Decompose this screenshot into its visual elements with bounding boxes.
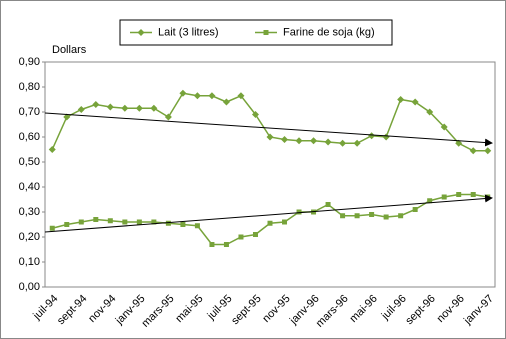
marker bbox=[107, 218, 113, 224]
marker bbox=[382, 133, 390, 141]
marker bbox=[354, 213, 360, 219]
trend-line bbox=[44, 194, 493, 233]
marker bbox=[383, 214, 389, 220]
marker bbox=[310, 137, 318, 145]
y-tick-label: 0,00 bbox=[19, 281, 40, 293]
marker bbox=[484, 147, 492, 155]
marker bbox=[93, 217, 99, 222]
marker bbox=[295, 137, 303, 145]
marker bbox=[470, 192, 476, 197]
legend-label: Lait (3 litres) bbox=[158, 26, 219, 38]
marker bbox=[194, 223, 200, 229]
marker bbox=[397, 96, 405, 103]
legend-label: Farine de soja (kg) bbox=[283, 26, 375, 38]
marker bbox=[340, 213, 346, 219]
y-tick-label: 0,90 bbox=[19, 56, 40, 68]
marker bbox=[135, 104, 143, 112]
y-axis-label: Dollars bbox=[52, 44, 87, 56]
trend-line bbox=[44, 112, 493, 147]
y-tick-label: 0,40 bbox=[19, 181, 40, 193]
marker bbox=[426, 108, 434, 116]
marker bbox=[122, 219, 128, 225]
y-tick-label: 0,50 bbox=[19, 156, 40, 168]
marker bbox=[412, 207, 418, 212]
marker bbox=[77, 106, 85, 113]
marker bbox=[223, 242, 229, 247]
y-tick-label: 0,60 bbox=[19, 131, 40, 143]
marker bbox=[368, 132, 376, 140]
marker bbox=[179, 89, 187, 97]
marker bbox=[266, 133, 274, 141]
plot-area bbox=[44, 61, 496, 288]
marker bbox=[165, 220, 171, 226]
y-tick-label: 0,80 bbox=[19, 81, 40, 93]
marker bbox=[106, 103, 114, 111]
y-tick-label: 0,20 bbox=[19, 231, 40, 243]
y-tick-label: 0,10 bbox=[19, 256, 40, 268]
marker bbox=[238, 234, 244, 240]
marker bbox=[222, 98, 230, 106]
marker bbox=[455, 139, 463, 147]
marker bbox=[237, 92, 245, 100]
marker bbox=[440, 123, 448, 131]
marker bbox=[353, 139, 361, 147]
marker bbox=[48, 146, 56, 153]
marker bbox=[251, 111, 259, 118]
marker bbox=[151, 219, 157, 225]
marker bbox=[282, 219, 288, 225]
marker bbox=[427, 198, 433, 204]
marker bbox=[150, 104, 158, 112]
marker bbox=[164, 113, 172, 121]
marker bbox=[324, 138, 332, 146]
marker bbox=[369, 212, 375, 217]
marker bbox=[267, 220, 273, 226]
marker bbox=[209, 242, 215, 247]
marker bbox=[325, 202, 331, 207]
marker bbox=[339, 139, 347, 147]
marker bbox=[208, 92, 216, 100]
marker bbox=[441, 194, 447, 200]
marker bbox=[456, 192, 462, 197]
marker bbox=[49, 225, 55, 231]
y-tick-label: 0,30 bbox=[19, 206, 40, 218]
marker bbox=[92, 101, 100, 108]
marker bbox=[121, 104, 129, 112]
marker bbox=[137, 29, 145, 36]
marker bbox=[263, 30, 269, 35]
marker bbox=[193, 92, 201, 100]
marker bbox=[252, 232, 258, 237]
marker bbox=[411, 98, 419, 106]
marker bbox=[281, 136, 289, 143]
marker bbox=[296, 209, 302, 215]
marker bbox=[398, 213, 404, 219]
marker bbox=[63, 113, 71, 121]
marker bbox=[64, 222, 70, 227]
marker bbox=[180, 222, 186, 227]
marker bbox=[78, 219, 84, 225]
marker bbox=[469, 147, 477, 155]
marker bbox=[136, 219, 142, 225]
y-tick-label: 0,70 bbox=[19, 106, 40, 118]
